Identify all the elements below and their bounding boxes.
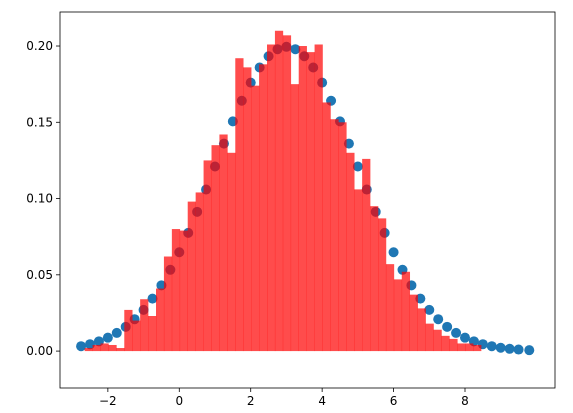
histogram-bar <box>298 46 307 352</box>
histogram-bar <box>243 67 252 352</box>
histogram-bar <box>251 85 260 352</box>
y-tick-label: 0.15 <box>26 115 53 129</box>
histogram-bar <box>227 152 236 352</box>
y-tick-label: 0.10 <box>26 192 53 206</box>
histogram-bar <box>465 343 474 352</box>
axes-frame <box>59 11 556 389</box>
scatter-point <box>495 342 506 353</box>
histogram-bar <box>179 230 189 352</box>
scatter-point <box>504 343 515 354</box>
histogram-bar <box>132 320 141 352</box>
histogram-bar <box>100 343 109 352</box>
histogram-bar <box>409 294 418 352</box>
scatter-point <box>290 44 301 55</box>
histogram-bar <box>378 218 387 352</box>
histogram-bar <box>346 152 355 352</box>
plot-area <box>76 30 535 356</box>
histogram-bar <box>203 160 212 352</box>
scatter-point <box>102 332 113 343</box>
y-tick-label: 0.00 <box>26 344 53 358</box>
histogram-bar <box>354 189 363 352</box>
x-tick-label: 2 <box>247 394 255 408</box>
histogram-bar <box>171 229 181 352</box>
histogram-bar <box>290 84 300 352</box>
histogram-bar <box>140 299 149 352</box>
histogram-bar <box>370 206 379 352</box>
histogram-bar <box>425 323 434 352</box>
y-tick-label: 0.05 <box>26 268 53 282</box>
histogram-bar <box>322 102 331 352</box>
scatter-point <box>111 327 122 338</box>
histogram-bar <box>274 30 284 352</box>
histogram-bar <box>393 279 403 352</box>
scatter-point <box>424 304 435 315</box>
histogram-bar <box>385 264 395 352</box>
scatter-point <box>451 327 462 338</box>
histogram-bar <box>84 348 93 352</box>
histogram-bar <box>235 58 244 352</box>
histogram-bar <box>457 343 466 352</box>
histogram-bar <box>449 338 458 352</box>
histogram-bar <box>314 44 323 352</box>
histogram-bar <box>195 192 204 352</box>
histogram-bar <box>330 119 339 352</box>
histogram-bar <box>156 288 165 352</box>
histogram-bar <box>473 344 482 352</box>
scatter-point <box>486 341 497 352</box>
histogram-bar <box>187 201 196 352</box>
histogram-bar <box>124 309 133 352</box>
histogram-bar <box>116 348 125 352</box>
x-tick-label: 4 <box>318 394 326 408</box>
scatter-point <box>76 341 87 352</box>
scatter-point <box>513 344 524 355</box>
x-tick-label: 8 <box>461 394 469 408</box>
x-tick-label: 0 <box>175 394 183 408</box>
histogram-bar <box>267 44 276 352</box>
scatter-point <box>442 321 453 332</box>
histogram-bar <box>417 308 426 352</box>
histogram-bar <box>92 344 101 352</box>
histogram-bar <box>338 122 347 352</box>
scatter-point <box>352 161 363 172</box>
x-tick-label: −2 <box>99 394 117 408</box>
histogram-bar <box>219 134 228 352</box>
histogram-bar <box>401 271 411 352</box>
histogram-bar <box>163 256 173 352</box>
scatter-point <box>147 293 158 304</box>
histogram-bar <box>282 35 292 352</box>
scatter-point <box>85 339 95 350</box>
x-tick-label: 6 <box>390 394 398 408</box>
histogram-bar <box>259 64 268 352</box>
histogram-bar <box>306 52 315 352</box>
histogram-bar <box>433 329 442 352</box>
scatter-point <box>433 314 444 325</box>
histogram-bar <box>148 316 157 352</box>
histogram-bar <box>211 145 220 352</box>
histogram-bar <box>108 344 117 352</box>
y-tick-label: 0.20 <box>26 39 53 53</box>
histogram-bar <box>362 158 371 352</box>
scatter-point <box>524 345 535 356</box>
scatter-point <box>460 332 470 343</box>
histogram-bar <box>441 335 450 352</box>
scatter-point <box>388 247 399 258</box>
